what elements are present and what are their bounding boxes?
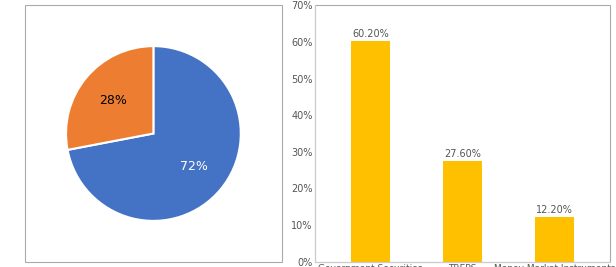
Text: 28%: 28% xyxy=(99,93,127,107)
Text: 60.20%: 60.20% xyxy=(352,29,389,40)
Bar xyxy=(351,41,390,262)
Wedge shape xyxy=(66,46,153,150)
Bar xyxy=(315,5,610,262)
Text: 27.60%: 27.60% xyxy=(444,149,481,159)
Bar xyxy=(535,217,574,262)
Text: 72%: 72% xyxy=(180,160,208,174)
Wedge shape xyxy=(68,46,241,221)
Bar xyxy=(444,160,482,262)
Text: 12.20%: 12.20% xyxy=(536,205,573,215)
Bar xyxy=(25,5,282,262)
